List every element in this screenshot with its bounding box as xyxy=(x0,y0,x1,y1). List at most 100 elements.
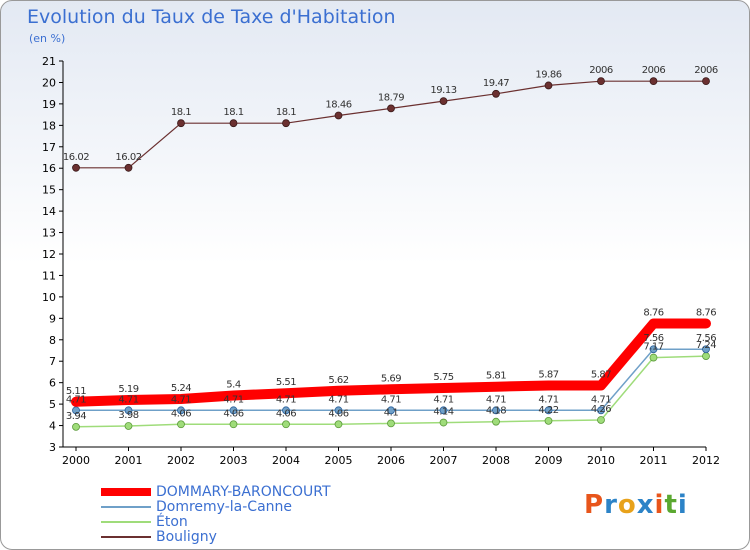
y-axis-unit: (en %) xyxy=(29,32,66,45)
data-point xyxy=(282,420,290,429)
y-tick-label: 11 xyxy=(42,269,56,282)
data-point xyxy=(334,420,343,429)
y-tick-label: 6 xyxy=(49,377,56,390)
legend-item: Éton xyxy=(101,515,421,530)
proxiti-logo: Proxiti xyxy=(584,490,688,520)
data-label: 18.79 xyxy=(378,92,404,103)
data-label: 16.02 xyxy=(115,152,141,163)
data-label: 5.19 xyxy=(118,384,138,395)
y-tick-label: 19 xyxy=(42,98,56,111)
data-label: 5.24 xyxy=(171,383,191,394)
data-point xyxy=(649,345,658,354)
data-label: 7.17 xyxy=(643,342,663,353)
data-point xyxy=(334,406,343,415)
data-label: 19.47 xyxy=(483,78,509,89)
legend-label: DOMMARY-BARONCOURT xyxy=(156,484,331,500)
data-label: 7.56 xyxy=(643,333,663,344)
data-point xyxy=(72,406,80,415)
data-label: 7.24 xyxy=(696,340,716,351)
logo-letter: r xyxy=(604,490,618,520)
data-label: 18.1 xyxy=(171,107,191,118)
y-tick-label: 4 xyxy=(49,420,56,433)
y-tick-label: 3 xyxy=(49,441,56,454)
data-label: 4.18 xyxy=(486,406,506,417)
y-tick-label: 13 xyxy=(42,227,56,240)
legend-label: Éton xyxy=(156,514,188,530)
data-label: 5.51 xyxy=(276,377,296,388)
legend-item: DOMMARY-BARONCOURT xyxy=(101,485,421,500)
legend-label: Domremy-la-Canne xyxy=(156,499,293,515)
data-label: 5.69 xyxy=(381,373,401,384)
y-tick-label: 5 xyxy=(49,398,56,411)
data-label: 4.71 xyxy=(591,394,611,405)
data-point xyxy=(649,77,658,86)
data-point xyxy=(229,119,238,128)
data-label: 8.76 xyxy=(696,307,716,318)
legend-item: Bouligny xyxy=(101,530,421,545)
y-tick-label: 14 xyxy=(42,205,56,218)
data-label: 3.98 xyxy=(118,410,138,421)
data-point xyxy=(439,406,448,415)
data-label: 2006 xyxy=(694,65,718,76)
x-tick-label: 2002 xyxy=(167,454,195,467)
data-label: 4.71 xyxy=(433,394,453,405)
legend-swatch xyxy=(101,488,151,496)
legend-swatch xyxy=(101,521,151,523)
data-label: 5.4 xyxy=(226,380,241,391)
data-point xyxy=(282,119,290,128)
data-point xyxy=(124,422,133,430)
y-tick-label: 16 xyxy=(42,162,56,175)
data-label: 4.1 xyxy=(384,407,399,418)
data-point xyxy=(492,406,500,415)
logo-letter: P xyxy=(584,490,605,520)
y-tick-label: 8 xyxy=(49,334,56,347)
data-label: 4.71 xyxy=(118,394,138,405)
data-point xyxy=(334,111,343,120)
x-tick-label: 2006 xyxy=(377,454,405,467)
y-tick-label: 12 xyxy=(42,248,56,261)
legend-item: Domremy-la-Canne xyxy=(101,500,421,515)
legend: DOMMARY-BARONCOURT Domremy-la-Canne Éton Bo… xyxy=(101,485,421,545)
x-tick-label: 2003 xyxy=(220,454,248,467)
y-tick-label: 21 xyxy=(42,55,56,68)
data-label: 4.71 xyxy=(538,394,558,405)
data-label: 4.06 xyxy=(328,408,348,419)
data-point xyxy=(439,97,448,106)
data-point xyxy=(387,419,395,428)
x-tick-label: 2000 xyxy=(62,454,90,467)
data-point xyxy=(72,422,80,431)
data-label: 4.71 xyxy=(66,394,86,405)
data-label: 4.06 xyxy=(171,408,191,419)
data-label: 16.02 xyxy=(63,152,89,163)
data-point xyxy=(72,163,80,172)
logo-letter: x xyxy=(636,490,655,520)
data-point xyxy=(124,406,133,415)
data-point xyxy=(124,163,133,172)
data-label: 4.71 xyxy=(381,394,401,405)
data-point xyxy=(544,406,553,415)
data-label: 4.06 xyxy=(276,408,296,419)
data-label: 19.86 xyxy=(535,69,561,80)
data-label: 5.62 xyxy=(328,375,348,386)
logo-letter: o xyxy=(617,490,637,520)
data-label: 19.13 xyxy=(430,85,456,96)
y-tick-label: 20 xyxy=(42,76,56,89)
data-point xyxy=(177,119,185,128)
data-point xyxy=(597,416,605,424)
x-tick-label: 2011 xyxy=(640,454,668,467)
data-label: 4.71 xyxy=(328,394,348,405)
chart-title: Evolution du Taux de Taxe d'Habitation xyxy=(27,6,396,28)
data-point xyxy=(702,77,710,86)
data-label: 5.75 xyxy=(433,372,453,383)
data-point xyxy=(492,89,500,98)
data-label: 7.56 xyxy=(696,333,716,344)
legend-label: Bouligny xyxy=(156,529,217,545)
x-tick-label: 2007 xyxy=(430,454,458,467)
data-point xyxy=(177,406,185,415)
y-tick-label: 18 xyxy=(42,119,56,132)
data-label: 4.71 xyxy=(486,394,506,405)
y-tick-label: 15 xyxy=(42,184,56,197)
data-label: 5.87 xyxy=(538,369,558,380)
data-label: 5.11 xyxy=(66,386,86,397)
